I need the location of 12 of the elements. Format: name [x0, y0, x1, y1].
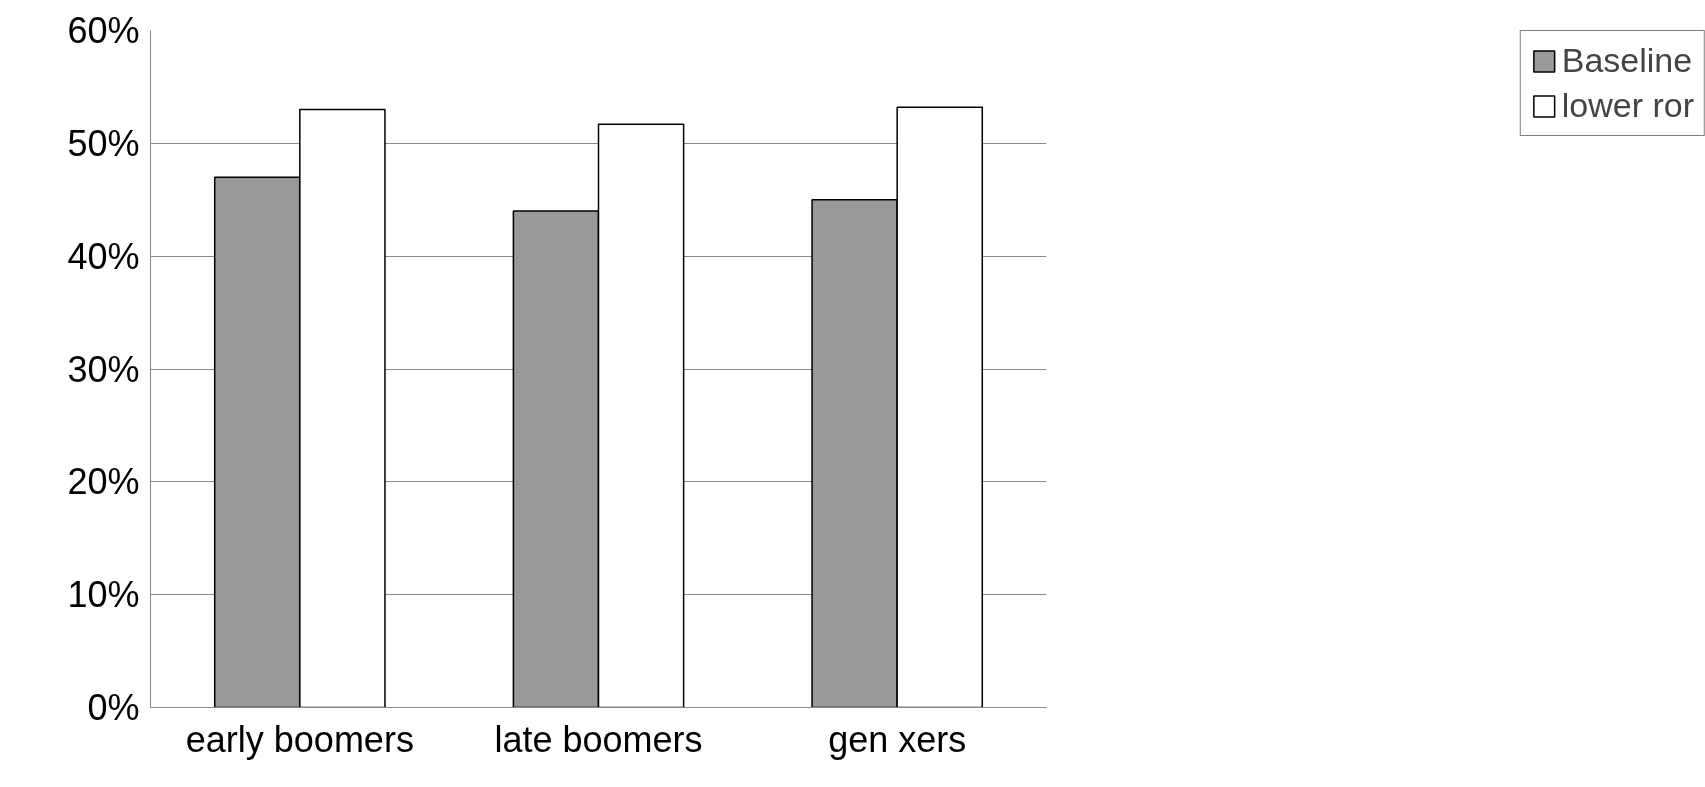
y-tick-label: 30% — [67, 348, 140, 390]
y-tick-label: 60% — [67, 10, 140, 51]
y-tick-label: 20% — [67, 461, 140, 503]
y-tick-label: 10% — [67, 574, 140, 616]
x-tick-label: gen xers — [828, 718, 967, 760]
x-tick-label: early boomers — [185, 718, 414, 760]
y-tick-label: 0% — [87, 687, 140, 728]
legend-label: Baseline — [1561, 41, 1693, 80]
y-tick-label: 40% — [67, 235, 140, 277]
legend-label: lower ror — [1561, 86, 1694, 125]
y-tick-label: 50% — [67, 122, 140, 164]
x-tick-label: late boomers — [494, 718, 703, 760]
